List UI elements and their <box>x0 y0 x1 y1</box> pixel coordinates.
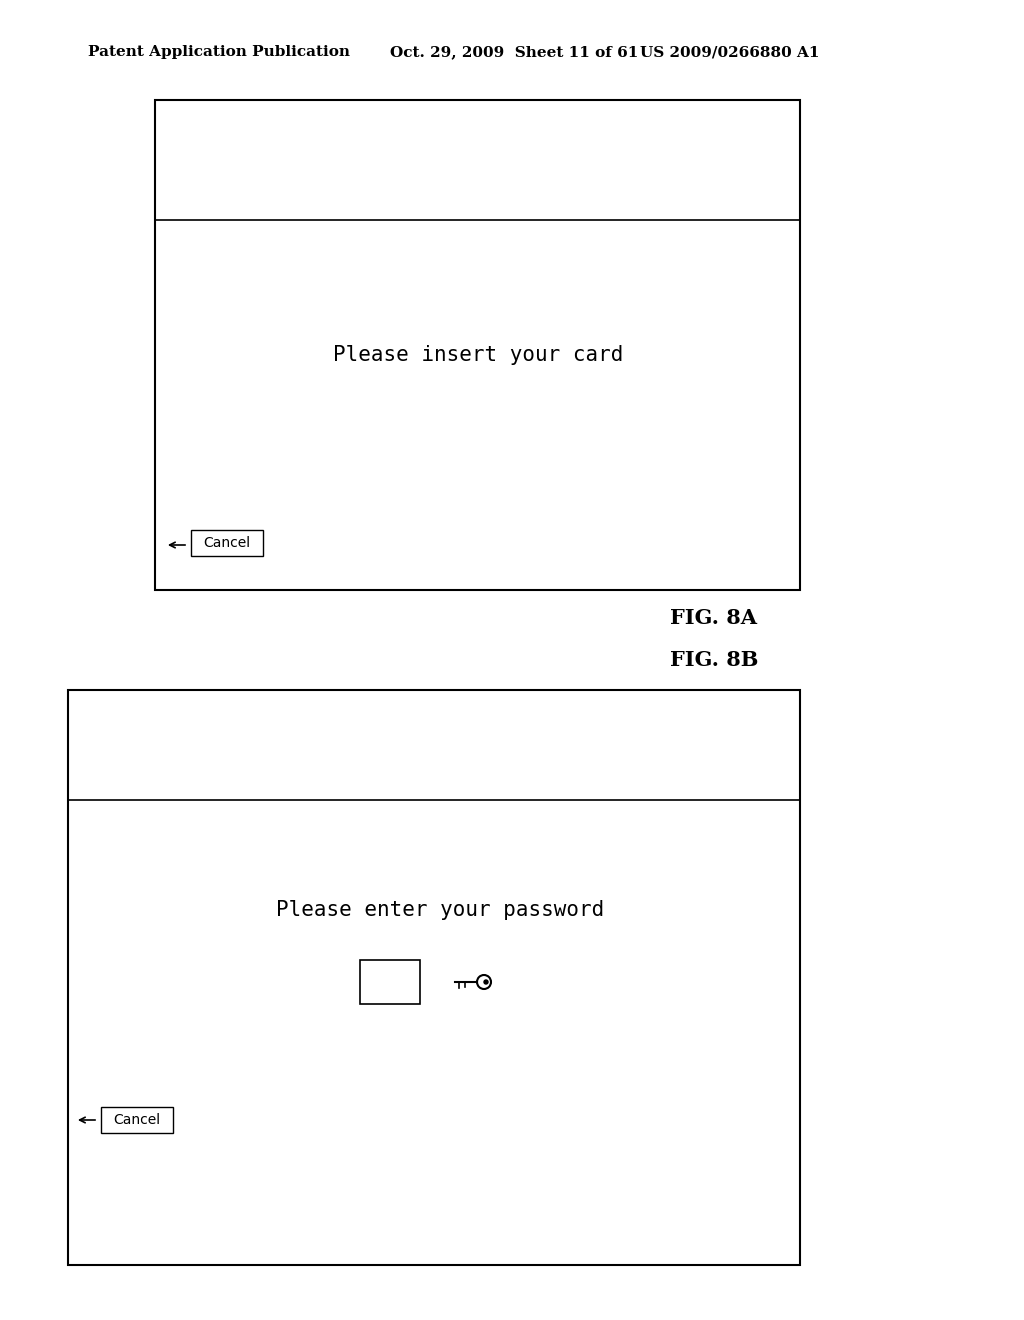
Bar <box>191 531 263 556</box>
Text: Please insert your card: Please insert your card <box>333 345 624 366</box>
Text: US 2009/0266880 A1: US 2009/0266880 A1 <box>640 45 819 59</box>
Text: FIG. 8B: FIG. 8B <box>670 649 759 671</box>
Bar <box>155 100 800 590</box>
Bar <box>360 960 420 1005</box>
Text: Cancel: Cancel <box>204 536 251 550</box>
Text: Oct. 29, 2009  Sheet 11 of 61: Oct. 29, 2009 Sheet 11 of 61 <box>390 45 638 59</box>
Text: Cancel: Cancel <box>114 1113 161 1127</box>
Text: Patent Application Publication: Patent Application Publication <box>88 45 350 59</box>
Bar <box>68 690 800 1265</box>
Text: FIG. 8A: FIG. 8A <box>670 609 757 628</box>
Text: Please enter your password: Please enter your password <box>275 900 604 920</box>
Bar <box>101 1107 173 1133</box>
Circle shape <box>484 979 488 983</box>
